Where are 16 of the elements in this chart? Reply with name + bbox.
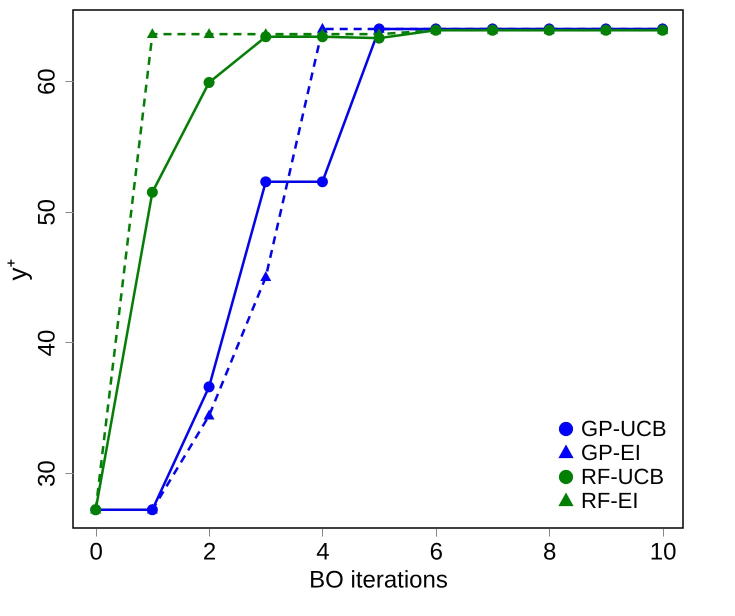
y-axis-title: y⁺ (2, 258, 32, 280)
y-tick-label: 60 (34, 68, 60, 96)
y-tick-label: 40 (34, 330, 60, 356)
x-tick-label: 4 (316, 538, 330, 566)
x-tick-label: 6 (430, 538, 444, 566)
x-tick-label: 10 (650, 538, 676, 566)
legend-label: RF-UCB (581, 464, 664, 489)
legend-label: GP-EI (581, 440, 641, 465)
y-tick-label: 30 (34, 460, 60, 487)
x-tick-label: 2 (202, 538, 216, 566)
x-tick-label: 8 (543, 538, 556, 566)
legend-label: GP-UCB (581, 416, 667, 441)
y-tick-label: 50 (34, 198, 60, 226)
x-tick-label: 0 (89, 538, 103, 566)
legend-label: RF-EI (581, 488, 638, 513)
x-axis-title: BO iterations (309, 566, 448, 594)
